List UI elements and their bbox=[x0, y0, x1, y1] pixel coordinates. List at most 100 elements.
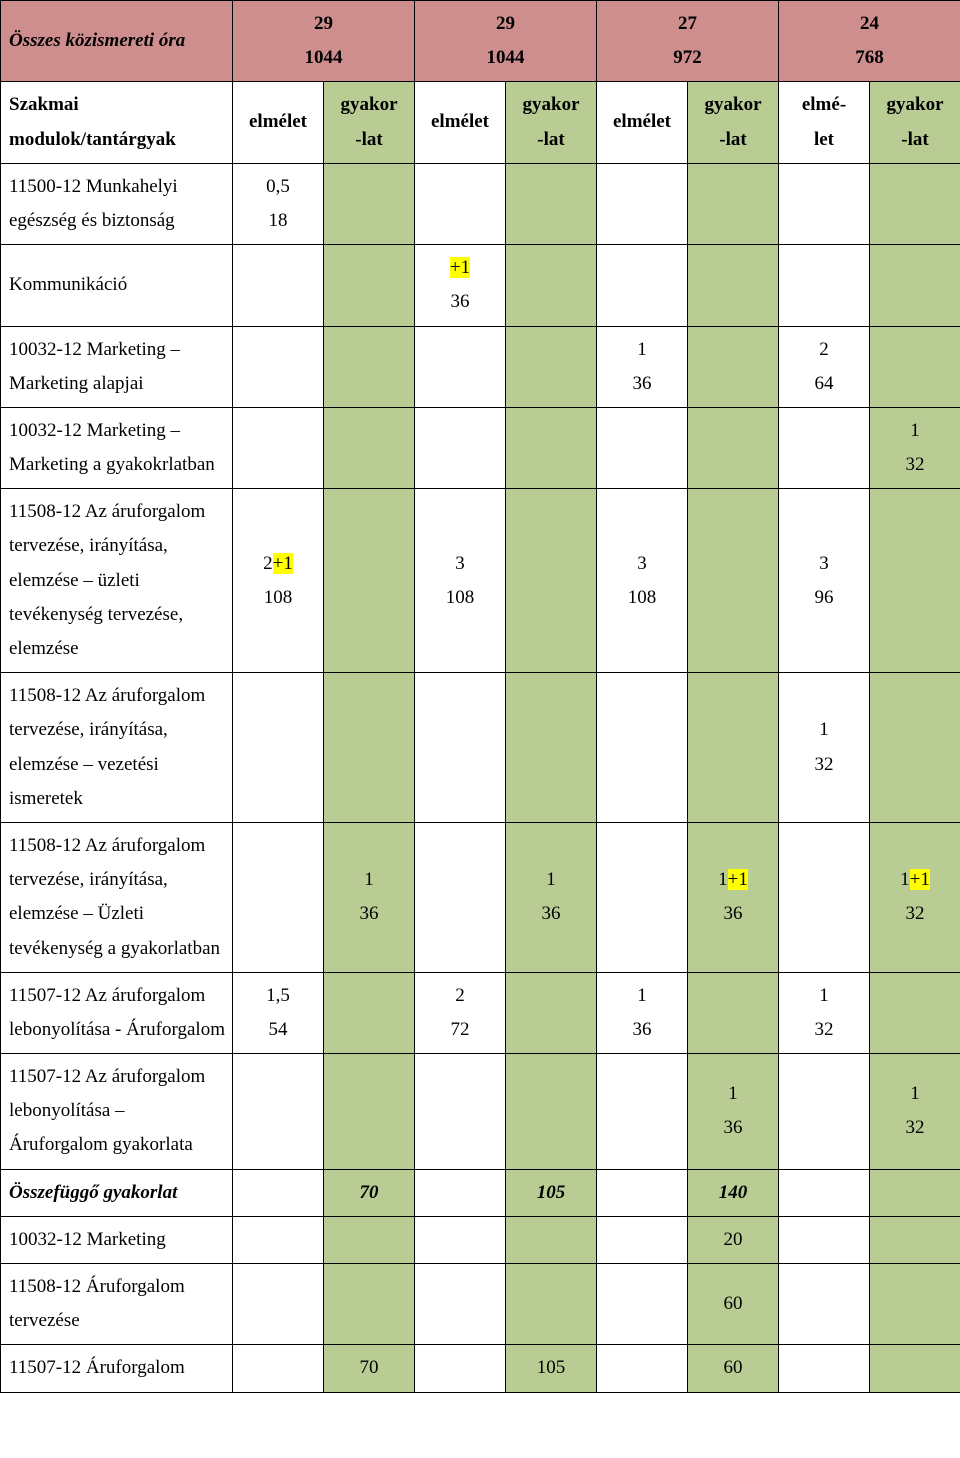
header-sub-3b: gyakor -lat bbox=[688, 82, 779, 163]
cell bbox=[506, 1054, 597, 1170]
cell bbox=[779, 1054, 870, 1170]
cell: 1+1 32 bbox=[870, 822, 960, 972]
header-total-label: Összes közismereti óra bbox=[1, 1, 233, 82]
cell bbox=[506, 489, 597, 673]
table-row: 11508-12 Áruforgalom tervezése 60 bbox=[1, 1264, 960, 1345]
cell bbox=[870, 326, 960, 407]
cell: 105 bbox=[506, 1169, 597, 1216]
cell bbox=[415, 673, 506, 823]
cell: 140 bbox=[688, 1169, 779, 1216]
cell bbox=[233, 326, 324, 407]
row-label: 11508-12 Áruforgalom tervezése bbox=[1, 1264, 233, 1345]
cell: 1 36 bbox=[597, 972, 688, 1053]
cell bbox=[233, 1264, 324, 1345]
cell bbox=[779, 245, 870, 326]
cell bbox=[779, 163, 870, 244]
cell bbox=[324, 1264, 415, 1345]
cell: 70 bbox=[324, 1345, 415, 1392]
cell bbox=[779, 1216, 870, 1263]
cell bbox=[506, 407, 597, 488]
cell bbox=[779, 822, 870, 972]
table-row: 11507-12 Az áruforgalom lebonyolítása – … bbox=[1, 1054, 960, 1170]
cell bbox=[779, 1264, 870, 1345]
cell bbox=[506, 1264, 597, 1345]
row-label: 11508-12 Az áruforgalom tervezése, irány… bbox=[1, 822, 233, 972]
row-label: 11507-12 Áruforgalom bbox=[1, 1345, 233, 1392]
cell: 1 36 bbox=[324, 822, 415, 972]
cell bbox=[597, 1345, 688, 1392]
cell bbox=[597, 822, 688, 972]
cell: 60 bbox=[688, 1264, 779, 1345]
cell bbox=[779, 1345, 870, 1392]
cell bbox=[688, 326, 779, 407]
cell: 2 64 bbox=[779, 326, 870, 407]
cell: 1 36 bbox=[597, 326, 688, 407]
cell bbox=[415, 1216, 506, 1263]
cell bbox=[870, 489, 960, 673]
table-body: 11500-12 Munkahelyi egészség és biztonsá… bbox=[1, 163, 960, 1392]
row-label: 10032-12 Marketing bbox=[1, 1216, 233, 1263]
cell bbox=[870, 1345, 960, 1392]
cell bbox=[506, 972, 597, 1053]
cell: 1,5 54 bbox=[233, 972, 324, 1053]
cell bbox=[597, 1264, 688, 1345]
header-sub-1a: elmélet bbox=[233, 82, 324, 163]
cell bbox=[415, 1169, 506, 1216]
table-row: 11508-12 Az áruforgalom tervezése, irány… bbox=[1, 489, 960, 673]
cell bbox=[324, 673, 415, 823]
header-sub-2a: elmélet bbox=[415, 82, 506, 163]
cell bbox=[233, 407, 324, 488]
cell bbox=[688, 407, 779, 488]
table-row: 10032-12 Marketing – Marketing alapjai 1 … bbox=[1, 326, 960, 407]
table-row: 11500-12 Munkahelyi egészség és biztonsá… bbox=[1, 163, 960, 244]
cell bbox=[233, 822, 324, 972]
header-total-2: 29 1044 bbox=[415, 1, 597, 82]
cell bbox=[233, 673, 324, 823]
row-label: 11507-12 Az áruforgalom lebonyolítása - … bbox=[1, 972, 233, 1053]
cell bbox=[324, 245, 415, 326]
header-total-1: 29 1044 bbox=[233, 1, 415, 82]
cell: 1 32 bbox=[779, 673, 870, 823]
cell: 1 32 bbox=[870, 1054, 960, 1170]
cell: 2 72 bbox=[415, 972, 506, 1053]
header-sub-2b: gyakor -lat bbox=[506, 82, 597, 163]
curriculum-table: Összes közismereti óra 29 1044 29 1044 2… bbox=[0, 0, 960, 1393]
cell bbox=[597, 245, 688, 326]
cell bbox=[233, 245, 324, 326]
cell bbox=[597, 163, 688, 244]
cell bbox=[233, 1345, 324, 1392]
cell bbox=[688, 245, 779, 326]
cell bbox=[870, 245, 960, 326]
cell bbox=[870, 1264, 960, 1345]
header-sub-4a: elmé- let bbox=[779, 82, 870, 163]
cell: 1+1 36 bbox=[688, 822, 779, 972]
cell bbox=[779, 1169, 870, 1216]
header-total-3: 27 972 bbox=[597, 1, 779, 82]
cell bbox=[506, 326, 597, 407]
cell: 3 108 bbox=[597, 489, 688, 673]
cell: 1 32 bbox=[779, 972, 870, 1053]
row-label: 11508-12 Az áruforgalom tervezése, irány… bbox=[1, 673, 233, 823]
cell bbox=[324, 1216, 415, 1263]
cell bbox=[324, 972, 415, 1053]
cell bbox=[870, 673, 960, 823]
row-label: Kommunikáció bbox=[1, 245, 233, 326]
row-label: 10032-12 Marketing – Marketing alapjai bbox=[1, 326, 233, 407]
table-row: 10032-12 Marketing20 bbox=[1, 1216, 960, 1263]
cell bbox=[415, 822, 506, 972]
table-row: Kommunikáció +1 36 bbox=[1, 245, 960, 326]
cell: 1 36 bbox=[506, 822, 597, 972]
cell: 3 96 bbox=[779, 489, 870, 673]
header-modules-label: Szakmai modulok/tantárgyak bbox=[1, 82, 233, 163]
cell: +1 36 bbox=[415, 245, 506, 326]
cell bbox=[779, 407, 870, 488]
cell bbox=[597, 1054, 688, 1170]
cell bbox=[506, 1216, 597, 1263]
cell bbox=[324, 326, 415, 407]
cell bbox=[688, 163, 779, 244]
cell: 1 32 bbox=[870, 407, 960, 488]
cell bbox=[324, 407, 415, 488]
table-row: 11507-12 Áruforgalom7010560 bbox=[1, 1345, 960, 1392]
cell bbox=[597, 1216, 688, 1263]
table-row: 11507-12 Az áruforgalom lebonyolítása - … bbox=[1, 972, 960, 1053]
